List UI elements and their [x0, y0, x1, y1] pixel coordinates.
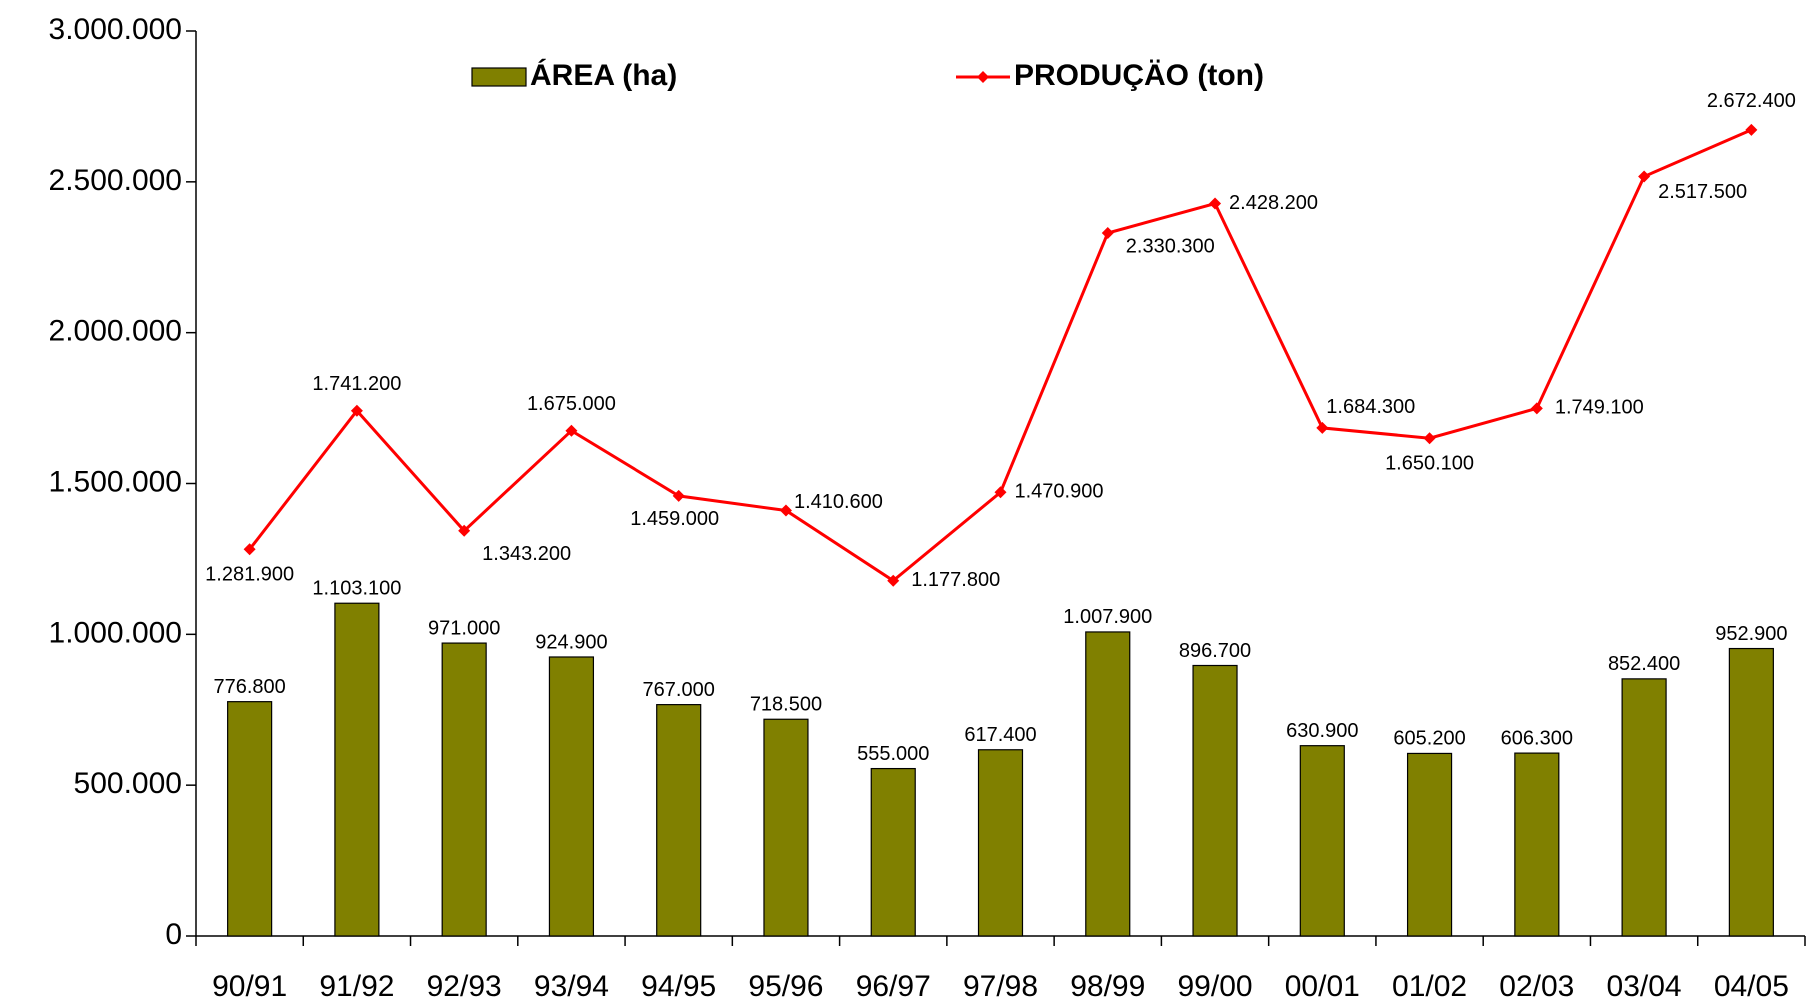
bar-value-label: 971.000: [428, 617, 500, 639]
bar: [548, 656, 595, 937]
x-tick-label: 04/05: [1714, 970, 1789, 1003]
bar: [227, 701, 273, 937]
x-tick-label: 99/00: [1177, 970, 1252, 1003]
y-tick-label: 2.500.000: [49, 164, 182, 197]
y-tick-label: 500.000: [74, 767, 182, 800]
bar: [1085, 631, 1131, 937]
bar: [870, 767, 916, 937]
x-tick-label: 93/94: [534, 970, 609, 1003]
x-tick-label: 96/97: [856, 970, 931, 1003]
line-value-label: 2.517.500: [1658, 181, 1747, 203]
bar: [1406, 752, 1453, 937]
bar: [441, 642, 487, 937]
bar-value-label: 924.900: [535, 631, 607, 653]
x-tick-label: 02/03: [1499, 970, 1574, 1003]
line-value-label: 1.410.600: [794, 491, 883, 513]
line-value-label: 1.684.300: [1326, 396, 1415, 418]
x-tick-label: 97/98: [963, 970, 1038, 1003]
x-tick-label: 03/04: [1607, 970, 1682, 1003]
line-marker: [994, 486, 1007, 499]
bar: [763, 718, 809, 937]
x-tick-label: 01/02: [1392, 970, 1467, 1003]
bar-value-label: 630.900: [1286, 720, 1358, 742]
x-tick-label: 90/91: [212, 970, 287, 1003]
bar-value-label: 617.400: [964, 724, 1036, 746]
bar-value-label: 952.900: [1715, 623, 1787, 645]
legend-label: ÁREA (ha): [530, 58, 677, 92]
bar: [1728, 647, 1774, 937]
bar: [1514, 752, 1560, 937]
bar-value-label: 767.000: [643, 679, 715, 701]
bar-value-label: 718.500: [750, 694, 822, 716]
line-marker: [565, 424, 578, 437]
line-value-label: 1.177.800: [911, 569, 1000, 591]
line-marker: [1745, 123, 1758, 136]
y-tick-label: 1.000.000: [49, 616, 182, 649]
y-tick-label: 0: [165, 918, 182, 951]
line-marker: [1101, 227, 1114, 240]
x-tick-label: 92/93: [427, 970, 502, 1003]
x-tick-label: 00/01: [1285, 970, 1360, 1003]
y-tick-label: 3.000.000: [49, 13, 182, 46]
legend-marker: [977, 71, 989, 83]
bar-value-label: 555.000: [857, 743, 929, 765]
x-tick-label: 94/95: [641, 970, 716, 1003]
legend-swatch: [471, 67, 527, 87]
bar-value-label: 896.700: [1179, 640, 1251, 662]
line-marker: [243, 543, 256, 556]
line-value-label: 1.741.200: [312, 373, 401, 395]
x-tick-label: 98/99: [1070, 970, 1145, 1003]
line-marker: [1209, 197, 1222, 210]
line-marker: [887, 574, 900, 587]
line-value-label: 1.675.000: [527, 393, 616, 415]
line-value-label: 1.650.100: [1385, 453, 1474, 475]
line-marker: [779, 504, 792, 517]
line-marker: [672, 489, 685, 502]
line-value-label: 2.330.300: [1126, 235, 1215, 257]
bar: [656, 704, 702, 937]
y-tick-label: 2.000.000: [49, 315, 182, 348]
line: [248, 128, 1752, 583]
line-marker: [1423, 432, 1436, 445]
x-tick-label: 91/92: [319, 970, 394, 1003]
line-value-label: 1.470.900: [1015, 481, 1104, 503]
bar: [1192, 664, 1238, 937]
legend-label: PRODUÇÄO (ton): [1014, 59, 1264, 92]
bar-value-label: 605.200: [1393, 728, 1465, 750]
line-value-label: 1.749.100: [1555, 397, 1644, 419]
line-marker: [1638, 170, 1651, 183]
x-tick-label: 95/96: [748, 970, 823, 1003]
bar: [334, 602, 380, 937]
bar-value-label: 1.007.900: [1063, 606, 1152, 628]
line-value-label: 2.672.400: [1707, 90, 1796, 112]
bar-value-label: 776.800: [213, 676, 285, 698]
line-value-label: 1.459.000: [630, 508, 719, 530]
line-marker: [458, 524, 471, 537]
line-marker: [1316, 421, 1329, 434]
bar-value-label: 852.400: [1608, 653, 1680, 675]
y-tick-label: 1.500.000: [49, 465, 182, 498]
line-marker: [1530, 402, 1543, 415]
bar-value-label: 606.300: [1501, 727, 1573, 749]
line-value-label: 2.428.200: [1229, 192, 1318, 214]
bar: [1299, 745, 1345, 937]
line-value-label: 1.281.900: [205, 564, 294, 586]
bar: [977, 749, 1024, 937]
line-marker: [350, 404, 363, 417]
bar-value-label: 1.103.100: [312, 578, 401, 600]
line-value-label: 1.343.200: [482, 543, 571, 565]
bar: [1621, 678, 1667, 937]
